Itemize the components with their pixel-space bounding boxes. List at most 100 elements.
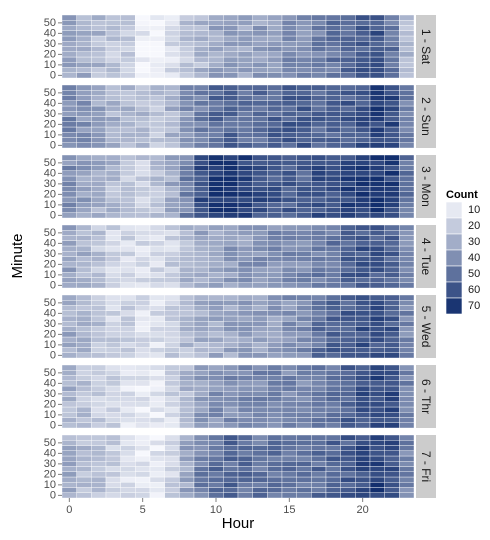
heatmap-cell (355, 315, 371, 322)
heatmap-cell (61, 202, 77, 208)
heatmap-cell (120, 142, 136, 149)
heatmap-cell (340, 111, 356, 117)
heatmap-cell (399, 186, 415, 192)
heatmap-cell (296, 401, 312, 408)
heatmap-cell (384, 282, 400, 289)
heatmap-cell (369, 160, 385, 166)
heatmap-cell (399, 90, 415, 96)
heatmap-cell (208, 90, 224, 96)
heatmap-cell (61, 67, 77, 73)
heatmap-cell (149, 450, 165, 457)
heatmap-cell (76, 95, 92, 101)
heatmap-cell (252, 181, 268, 187)
heatmap-cell (61, 20, 77, 26)
heatmap-cell (399, 240, 415, 247)
heatmap-cell (267, 487, 283, 493)
heatmap-cell (76, 224, 92, 231)
heatmap-cell (237, 370, 253, 376)
heatmap-cell (237, 212, 253, 219)
heatmap-cell (120, 412, 136, 418)
heatmap-cell (399, 455, 415, 462)
heatmap-cell (193, 186, 209, 192)
heatmap-cell (325, 347, 341, 353)
heatmap-cell (164, 95, 180, 101)
heatmap-cell (237, 461, 253, 467)
heatmap-cell (135, 126, 151, 133)
heatmap-cell (369, 422, 385, 429)
heatmap-cell (76, 310, 92, 317)
heatmap-cell (223, 256, 239, 262)
heatmap-cell (91, 364, 107, 371)
heatmap-cell (149, 310, 165, 317)
heatmap-cell (179, 326, 195, 332)
heatmap-cell (340, 20, 356, 26)
heatmap-cell (223, 240, 239, 247)
heatmap-cell (296, 90, 312, 96)
heatmap-cell (311, 165, 327, 171)
heatmap-cell (91, 165, 107, 171)
heatmap-cell (267, 207, 283, 213)
y-tick-label: 30 (44, 108, 56, 120)
heatmap-cell (91, 492, 107, 499)
heatmap-cell (208, 95, 224, 101)
heatmap-cell (223, 111, 239, 117)
heatmap-cell (296, 440, 312, 446)
heatmap-cell (399, 126, 415, 133)
heatmap-cell (325, 294, 341, 301)
heatmap-cell (120, 417, 136, 423)
heatmap-cell (311, 256, 327, 262)
heatmap-cell (179, 476, 195, 483)
heatmap-cell (369, 132, 385, 138)
heatmap-cell (296, 105, 312, 112)
heatmap-cell (296, 412, 312, 418)
heatmap-cell (237, 84, 253, 91)
heatmap-cell (296, 422, 312, 429)
heatmap-cell (252, 336, 268, 343)
heatmap-cell (281, 461, 297, 467)
heatmap-cell (105, 476, 121, 483)
heatmap-cell (281, 202, 297, 208)
heatmap-cell (61, 391, 77, 397)
heatmap-cell (311, 396, 327, 402)
heatmap-cell (105, 181, 121, 187)
heatmap-cell (355, 160, 371, 166)
heatmap-cell (61, 256, 77, 262)
heatmap-cell (120, 186, 136, 192)
heatmap-cell (311, 181, 327, 187)
heatmap-cell (149, 121, 165, 128)
heatmap-cell (149, 196, 165, 203)
heatmap-cell (237, 466, 253, 472)
heatmap-cell (237, 100, 253, 107)
heatmap-cell (61, 326, 77, 332)
heatmap-cell (193, 375, 209, 381)
heatmap-cell (120, 370, 136, 376)
heatmap-cell (296, 62, 312, 68)
heatmap-cell (179, 321, 195, 327)
heatmap-cell (149, 455, 165, 462)
heatmap-cell (208, 277, 224, 283)
heatmap-cell (252, 142, 268, 149)
heatmap-cell (179, 385, 195, 392)
heatmap-cell (61, 84, 77, 91)
heatmap-cell (135, 207, 151, 213)
heatmap-cell (355, 476, 371, 483)
heatmap-cell (179, 487, 195, 493)
heatmap-cell (105, 154, 121, 161)
heatmap-cell (325, 84, 341, 91)
heatmap-cell (252, 364, 268, 371)
heatmap-cell (311, 370, 327, 376)
heatmap-cell (223, 235, 239, 241)
heatmap-cell (296, 294, 312, 301)
heatmap-cell (399, 132, 415, 138)
heatmap-cell (76, 186, 92, 192)
heatmap-cell (237, 277, 253, 283)
heatmap-cell (281, 46, 297, 52)
heatmap-cell (91, 160, 107, 166)
heatmap-cell (281, 251, 297, 257)
heatmap-cell (91, 14, 107, 21)
heatmap-cell (76, 111, 92, 117)
heatmap-cell (281, 331, 297, 338)
heatmap-cell (193, 212, 209, 219)
heatmap-cell (105, 471, 121, 478)
